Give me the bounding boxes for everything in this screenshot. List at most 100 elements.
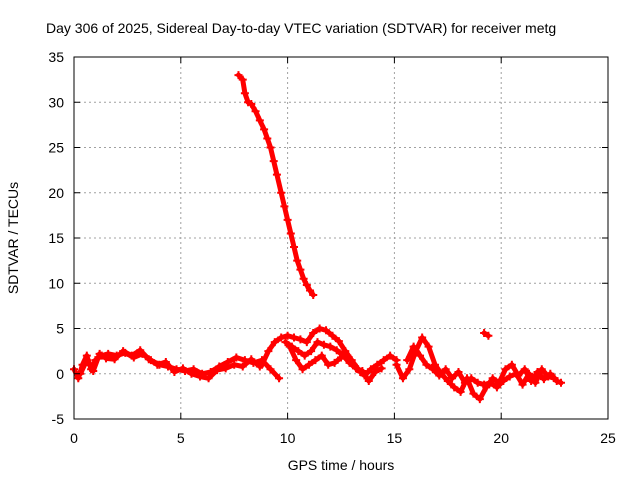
data-point [557, 378, 566, 387]
data-point [286, 229, 295, 238]
data-point [405, 365, 414, 374]
series-trace [283, 339, 385, 384]
data-point [82, 356, 91, 365]
data-point [322, 326, 331, 335]
data-point [290, 333, 299, 342]
data-point [492, 383, 501, 392]
data-point [296, 335, 305, 344]
data-point [456, 387, 465, 396]
data-point [366, 365, 375, 374]
data-point [238, 75, 247, 84]
y-axis-ticks: -5 0 5 10 15 20 25 30 35 [48, 49, 608, 427]
data-point [302, 281, 311, 290]
data-point [486, 378, 495, 387]
data-point [257, 360, 266, 369]
data-point [247, 355, 256, 364]
y-tick-label: 15 [48, 230, 64, 246]
data-point [294, 347, 303, 356]
data-point [441, 365, 450, 374]
data-point [422, 360, 431, 369]
data-point [539, 375, 548, 384]
data-point [507, 360, 516, 369]
data-point [317, 351, 326, 360]
data-point [290, 243, 299, 252]
data-point [537, 365, 546, 374]
data-point [269, 157, 278, 166]
data-point [95, 349, 104, 358]
data-point [266, 143, 275, 152]
data-point [170, 367, 179, 376]
data-point [377, 364, 386, 373]
data-point [364, 376, 373, 385]
data-point [488, 374, 497, 383]
data-point [266, 365, 275, 374]
data-point [334, 337, 343, 346]
data-point [435, 371, 444, 380]
data-point [484, 331, 493, 340]
data-point [292, 356, 301, 365]
data-point [524, 369, 533, 378]
data-point [230, 360, 239, 369]
data-point [326, 342, 335, 351]
data-point [313, 338, 322, 347]
x-tick-label: 25 [600, 430, 616, 446]
data-point [144, 355, 153, 364]
data-point [398, 374, 407, 383]
data-point [74, 374, 83, 383]
series-late-band [392, 333, 566, 404]
data-point [430, 360, 439, 369]
data-point [293, 256, 302, 265]
data-point [418, 333, 427, 342]
data-point [255, 116, 264, 125]
series-trace [236, 72, 316, 298]
data-point [213, 366, 222, 375]
data-point [204, 374, 213, 383]
series-mid-band-c [285, 342, 365, 376]
y-axis-label: SDTVAR / TECUs [5, 182, 21, 294]
data-point [512, 369, 521, 378]
data-point [234, 71, 243, 80]
data-point [153, 360, 162, 369]
data-point [356, 367, 365, 376]
data-point [304, 360, 313, 369]
data-point [428, 365, 437, 374]
data-point [223, 357, 232, 366]
y-tick-label: 25 [48, 140, 64, 156]
data-point [110, 355, 119, 364]
data-point [260, 125, 269, 134]
data-point [299, 274, 308, 283]
data-point [416, 351, 425, 360]
data-point [386, 351, 395, 360]
data-point [238, 362, 247, 371]
data-point [89, 367, 98, 376]
data-point [480, 329, 489, 338]
data-point [302, 338, 311, 347]
data-point [311, 356, 320, 365]
data-point [332, 346, 341, 355]
data-point [315, 324, 324, 333]
data-point [251, 107, 260, 116]
series-high-arc [234, 71, 318, 300]
data-point [424, 342, 433, 351]
data-point [119, 347, 128, 356]
y-tick-label: -5 [52, 411, 65, 427]
x-tick-label: 10 [280, 430, 296, 446]
data-point [337, 353, 345, 362]
data-point [499, 376, 508, 385]
y-tick-label: 20 [48, 185, 64, 201]
data-point [300, 351, 309, 360]
data-point [309, 329, 318, 338]
data-point [270, 338, 279, 347]
data-point [178, 364, 187, 373]
data-point [544, 372, 553, 381]
data-point [283, 331, 292, 340]
series-trace [287, 344, 363, 375]
data-point [240, 89, 249, 98]
data-point [371, 367, 380, 376]
x-axis-label: GPS time / hours [288, 457, 395, 473]
data-point [275, 374, 284, 383]
data-point [469, 389, 478, 398]
data-point [403, 356, 412, 365]
data-point [277, 188, 286, 197]
